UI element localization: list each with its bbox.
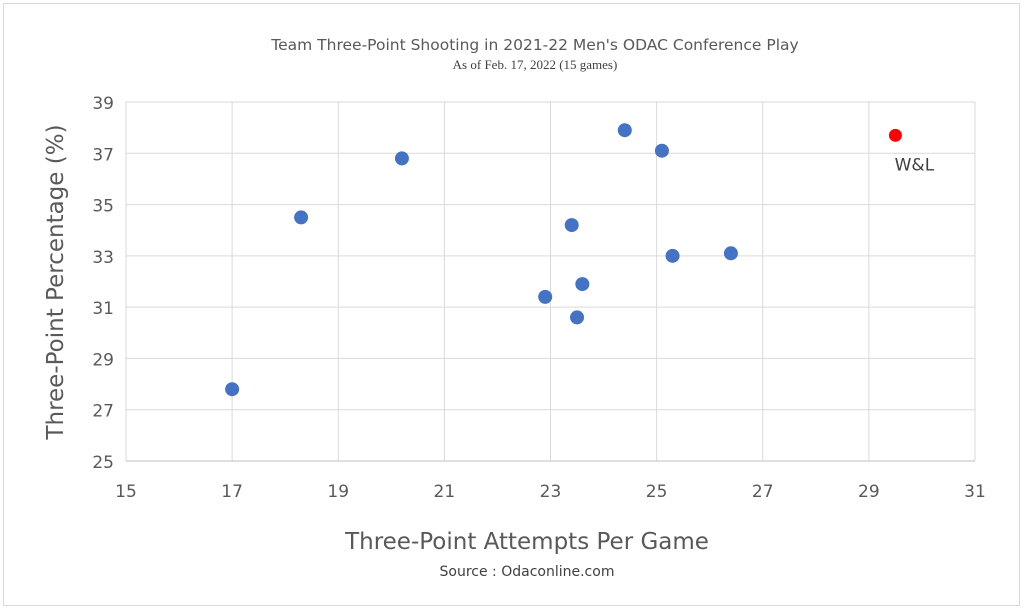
x-tick-label: 19 (327, 482, 349, 502)
x-tick-label: 27 (752, 482, 774, 502)
chart-title: Team Three-Point Shooting in 2021-22 Men… (270, 36, 798, 54)
y-tick-label: 27 (92, 402, 114, 422)
chart-border (3, 3, 1020, 606)
y-axis-label: Three-Point Percentage (%) (43, 124, 69, 440)
x-tick-label: 25 (646, 482, 668, 502)
x-tick-label: 21 (434, 482, 456, 502)
data-point (575, 277, 590, 292)
data-point (225, 382, 240, 397)
y-tick-label: 25 (92, 453, 114, 473)
data-point (538, 289, 553, 304)
data-point (665, 248, 680, 263)
y-tick-label: 35 (92, 197, 114, 217)
x-tick-label: 23 (540, 482, 562, 502)
data-point (888, 128, 902, 142)
data-point (723, 246, 738, 261)
y-tick-label: 31 (92, 299, 114, 319)
x-tick-label: 15 (115, 482, 137, 502)
data-point (654, 143, 669, 158)
data-point (294, 210, 309, 225)
x-axis-label: Three-Point Attempts Per Game (344, 529, 709, 555)
x-tick-label: 17 (221, 482, 243, 502)
data-point (394, 151, 409, 166)
y-tick-label: 37 (92, 145, 114, 165)
source-note: Source : Odaconline.com (440, 564, 615, 580)
data-point (617, 123, 632, 138)
y-tick-label: 29 (92, 350, 114, 370)
x-tick-label: 29 (858, 482, 880, 502)
data-label: W&L (895, 155, 935, 175)
x-tick-label: 31 (964, 482, 986, 502)
y-tick-label: 33 (92, 248, 114, 268)
data-point (570, 310, 585, 325)
chart-subtitle: As of Feb. 17, 2022 (15 games) (453, 57, 618, 72)
y-tick-label: 39 (92, 94, 114, 114)
data-point (564, 218, 579, 233)
